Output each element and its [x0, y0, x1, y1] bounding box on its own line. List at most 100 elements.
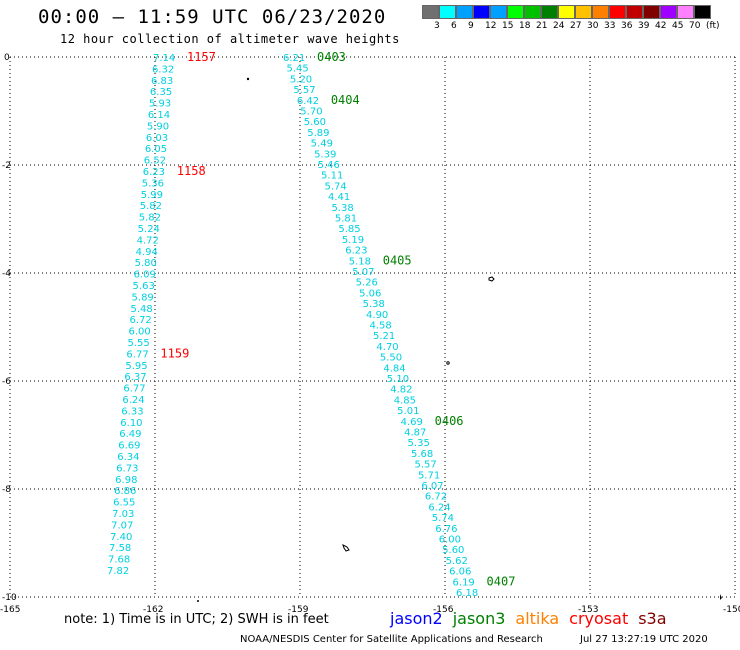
- y-tick-label: -10: [2, 593, 17, 603]
- legend-labels: 3 6 9 12 15 18 21 24 27 30 33 36 39 42 45 70 (ft): [422, 19, 720, 31]
- wave-height-value: 5.21: [373, 331, 395, 342]
- wave-height-value: 6.06: [449, 567, 471, 578]
- wave-height-value: 5.60: [442, 545, 464, 556]
- legend-swatch: [490, 5, 507, 19]
- wave-height-value: 6.73: [116, 463, 138, 474]
- wave-height-value: 7.82: [107, 566, 129, 577]
- wave-height-value: 6.35: [150, 87, 172, 98]
- legend-label: 12: [485, 21, 497, 31]
- legend-label: 39: [638, 21, 650, 31]
- wave-height-value: 5.01: [397, 406, 419, 417]
- wave-height-value: 6.24: [122, 395, 144, 406]
- wave-height-value: 6.07: [421, 481, 443, 492]
- wave-height-value: 5.24: [138, 224, 160, 235]
- wave-height-value: 6.49: [119, 429, 141, 440]
- wave-height-value: 6.83: [151, 76, 173, 87]
- wave-height-value: 5.81: [335, 214, 357, 225]
- wave-height-value: 6.00: [439, 535, 461, 546]
- wave-height-value: 4.72: [137, 235, 159, 246]
- wave-height-value: 5.35: [408, 438, 430, 449]
- x-tick-label: -153: [578, 605, 598, 615]
- y-tick-label: -2: [2, 161, 11, 171]
- track-time-label: 0404: [331, 93, 360, 107]
- legend-swatch: [541, 5, 558, 19]
- legend-label: 21: [536, 21, 548, 31]
- track-time-label: 1157: [187, 50, 216, 64]
- legend-swatch: [524, 5, 541, 19]
- wave-height-value: 5.82: [140, 201, 162, 212]
- y-tick-label: -8: [2, 485, 11, 495]
- legend-label: 36: [621, 21, 633, 31]
- wave-height-value: 6.32: [152, 64, 174, 75]
- satellite-name: jason2: [390, 609, 443, 628]
- wave-height-value: 4.87: [404, 428, 426, 439]
- legend-label: (ft): [706, 21, 720, 31]
- wave-height-value: 5.63: [133, 281, 155, 292]
- wave-height-value: 5.89: [307, 128, 329, 139]
- legend-label: 27: [570, 21, 582, 31]
- wave-height-value: 5.45: [286, 64, 308, 75]
- wave-height-value: 7.14: [153, 53, 175, 64]
- island-mark: [246, 77, 250, 81]
- island-outlines: [197, 77, 722, 602]
- wave-height-value: 5.11: [321, 171, 343, 182]
- wave-height-value: 6.23: [345, 246, 367, 257]
- wave-height-value: 4.69: [401, 417, 423, 428]
- x-tick-label: -159: [288, 605, 309, 615]
- wave-height-value: 5.95: [125, 361, 147, 372]
- satellite-name: cryosat: [569, 609, 629, 628]
- wave-height-value: 5.68: [411, 449, 433, 460]
- wave-height-value: 6.76: [435, 524, 457, 535]
- wave-height-value: 4.90: [366, 310, 388, 321]
- x-tick-label: -165: [0, 605, 20, 615]
- wave-height-value: 5.06: [359, 288, 381, 299]
- wave-height-value: 4.41: [328, 192, 350, 203]
- x-tick-label: -156: [433, 605, 454, 615]
- wave-height-value: 7.58: [109, 543, 131, 554]
- track-time-label: 0405: [383, 253, 412, 267]
- wave-height-value: 5.71: [418, 470, 440, 481]
- wave-height-value: 5.07: [352, 267, 374, 278]
- wave-height-value: 5.18: [349, 256, 371, 267]
- wave-height-value: 6.19: [453, 577, 475, 588]
- wave-height-value: 5.46: [318, 160, 340, 171]
- grid-lines: [9, 56, 736, 598]
- track-time-label: 1159: [160, 346, 189, 360]
- wave-height-value: 7.68: [108, 555, 130, 566]
- legend-label: 45: [672, 21, 684, 31]
- wave-height-value: 4.84: [383, 363, 405, 374]
- legend-label: 24: [553, 21, 565, 31]
- island-mark: [446, 361, 450, 365]
- legend-swatch: [626, 5, 643, 19]
- wave-height-value: 6.33: [121, 406, 143, 417]
- wave-height-value: 5.60: [304, 117, 326, 128]
- wave-height-value: 6.52: [144, 156, 166, 167]
- wave-height-value: 6.72: [129, 315, 151, 326]
- wave-height-value: 6.98: [115, 475, 137, 486]
- wave-height-value: 6.18: [456, 588, 478, 599]
- legend-label: 6: [451, 21, 457, 31]
- wave-height-value: 5.55: [127, 338, 149, 349]
- generated-time: Jul 27 13:27:19 UTC 2020: [580, 634, 708, 645]
- wave-height-value: 5.38: [331, 203, 353, 214]
- wave-height-value: 4.70: [376, 342, 398, 353]
- legend-swatch: [609, 5, 626, 19]
- wave-height-value: 5.36: [142, 178, 164, 189]
- wave-height-value: 5.90: [147, 121, 169, 132]
- page-title: 00:00 – 11:59 UTC 06/23/2020: [38, 6, 387, 28]
- legend-swatch: [558, 5, 575, 19]
- wave-height-value: 5.39: [314, 149, 336, 160]
- credit-text: NOAA/NESDIS Center for Satellite Applica…: [240, 634, 543, 645]
- wave-height-value: 6.24: [428, 502, 450, 513]
- legend-swatch: [575, 5, 592, 19]
- wave-height-value: 7.03: [112, 509, 134, 520]
- wave-height-value: 5.26: [356, 278, 378, 289]
- y-tick-label: 0: [4, 53, 10, 63]
- wave-height-value: 5.89: [132, 292, 154, 303]
- legend-label: 15: [502, 21, 514, 31]
- satellite-name: s3a: [638, 609, 667, 628]
- wave-height-value: 5.80: [135, 258, 157, 269]
- wave-height-value: 6.03: [146, 133, 168, 144]
- track-time-label: 0407: [487, 574, 516, 588]
